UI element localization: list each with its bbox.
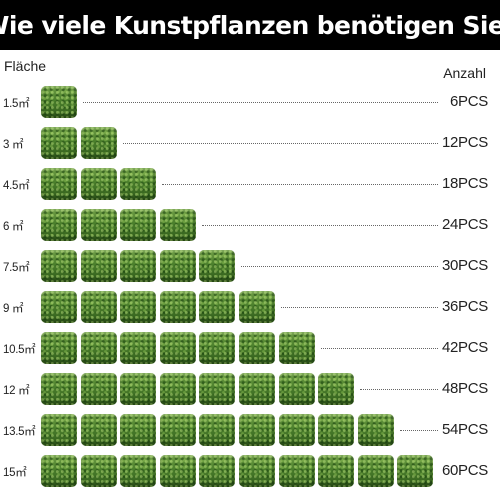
area-label: 15㎡ [3, 467, 27, 479]
hedge-panel-image [397, 455, 434, 487]
hedge-panel-image [80, 127, 117, 159]
hedge-panel-image [199, 332, 236, 364]
hedge-panel-image [120, 250, 157, 282]
dotted-leader [122, 143, 438, 144]
hedge-panel-image [120, 373, 157, 405]
area-label: 9 ㎡ [3, 303, 24, 315]
page-title: Wie viele Kunstpflanzen benötigen Sie? [0, 10, 500, 40]
hedge-panel-image [41, 250, 77, 282]
dotted-leader [320, 348, 438, 349]
table-row: 3 ㎡ 12PCS [0, 127, 500, 159]
area-label: 10.5㎡ [3, 344, 36, 356]
hedge-panel-image [41, 209, 77, 241]
hedge-panel-image [357, 414, 394, 446]
area-label: 4.5㎡ [3, 180, 30, 192]
hedge-panel-image [120, 168, 157, 200]
hedge-panel-image [41, 414, 77, 446]
hedge-panel-image [80, 168, 117, 200]
count-label: 54PCS [441, 421, 488, 438]
dotted-leader [399, 430, 438, 431]
dotted-leader [281, 307, 438, 308]
hedge-panel-image [80, 373, 117, 405]
table-row: 9 ㎡ 36PCS [0, 291, 500, 323]
hedge-panel-image [41, 291, 77, 323]
hedge-panel-image [278, 455, 315, 487]
area-label: 7.5㎡ [3, 262, 30, 274]
hedge-panel-image [80, 332, 117, 364]
area-label: 13.5㎡ [3, 426, 36, 438]
hedge-panel-image [41, 373, 77, 405]
hedge-panel-image [278, 332, 315, 364]
hedge-panel-image [120, 291, 157, 323]
hedge-panel-image [318, 414, 355, 446]
hedge-panel-image [159, 455, 196, 487]
count-label: 60PCS [441, 462, 488, 479]
count-column-header: Anzahl [443, 65, 486, 81]
count-label: 24PCS [441, 216, 488, 233]
hedge-panel-image [41, 127, 77, 159]
count-label: 42PCS [441, 339, 488, 356]
hedge-panel-image [199, 455, 236, 487]
hedge-panel-image [159, 373, 196, 405]
hedge-panel-image [120, 209, 157, 241]
table-row: 13.5㎡ 54PCS [0, 414, 500, 446]
title-banner: Wie viele Kunstpflanzen benötigen Sie? [0, 0, 500, 50]
dotted-leader [201, 225, 438, 226]
hedge-panel-image [199, 291, 236, 323]
hedge-panel-image [159, 209, 196, 241]
hedge-panel-image [159, 291, 196, 323]
hedge-panel-image [357, 455, 394, 487]
hedge-panel-image [239, 455, 275, 487]
count-label: 18PCS [441, 175, 488, 192]
area-column-header: Fläche [4, 58, 47, 74]
hedge-panel-image [239, 291, 275, 323]
hedge-panel-image [80, 414, 117, 446]
hedge-panel-image [80, 291, 117, 323]
table-row: 15㎡ 60PCS [0, 455, 500, 487]
hedge-panel-image [120, 414, 157, 446]
hedge-panel-image [159, 414, 196, 446]
dotted-leader [241, 266, 438, 267]
hedge-panel-image [278, 373, 315, 405]
area-label: 6 ㎡ [3, 221, 24, 233]
hedge-panel-image [318, 455, 355, 487]
table-row: 10.5㎡ 42PCS [0, 332, 500, 364]
count-label: 48PCS [441, 380, 488, 397]
hedge-panel-image [41, 86, 77, 118]
hedge-panel-image [80, 250, 117, 282]
hedge-panel-image [41, 332, 77, 364]
area-label: 12 ㎡ [3, 385, 30, 397]
hedge-panel-image [239, 332, 275, 364]
hedge-panel-image [318, 373, 355, 405]
count-label: 6PCS [450, 93, 488, 110]
dotted-leader [360, 389, 438, 390]
table-row: 1.5㎡ 6PCS [0, 86, 500, 118]
hedge-panel-image [120, 332, 157, 364]
hedge-panel-image [41, 455, 77, 487]
dotted-leader [83, 102, 438, 103]
hedge-panel-image [278, 414, 315, 446]
hedge-panel-image [80, 209, 117, 241]
dotted-leader [162, 184, 438, 185]
hedge-panel-image [199, 414, 236, 446]
hedge-panel-image [159, 250, 196, 282]
hedge-panel-image [239, 414, 275, 446]
table-row: 4.5㎡ 18PCS [0, 168, 500, 200]
table-row: 7.5㎡ 30PCS [0, 250, 500, 282]
count-label: 30PCS [441, 257, 488, 274]
area-label: 3 ㎡ [3, 139, 24, 151]
hedge-panel-image [199, 250, 236, 282]
hedge-panel-image [159, 332, 196, 364]
hedge-panel-image [120, 455, 157, 487]
hedge-panel-image [80, 455, 117, 487]
hedge-panel-image [199, 373, 236, 405]
table-row: 6 ㎡ 24PCS [0, 209, 500, 241]
hedge-panel-image [41, 168, 77, 200]
hedge-panel-image [239, 373, 275, 405]
area-label: 1.5㎡ [3, 98, 30, 110]
count-label: 12PCS [441, 134, 488, 151]
table-row: 12 ㎡ 48PCS [0, 373, 500, 405]
count-label: 36PCS [441, 298, 488, 315]
